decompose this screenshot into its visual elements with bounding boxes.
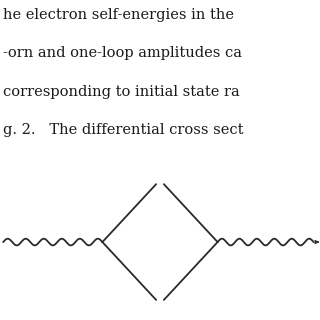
Text: he electron self-energies in the: he electron self-energies in the [3, 8, 234, 22]
Text: -orn and one-loop amplitudes ca: -orn and one-loop amplitudes ca [3, 46, 242, 60]
Text: corresponding to initial state ra: corresponding to initial state ra [3, 85, 240, 99]
Text: g. 2.   The differential cross sect: g. 2. The differential cross sect [3, 123, 244, 137]
